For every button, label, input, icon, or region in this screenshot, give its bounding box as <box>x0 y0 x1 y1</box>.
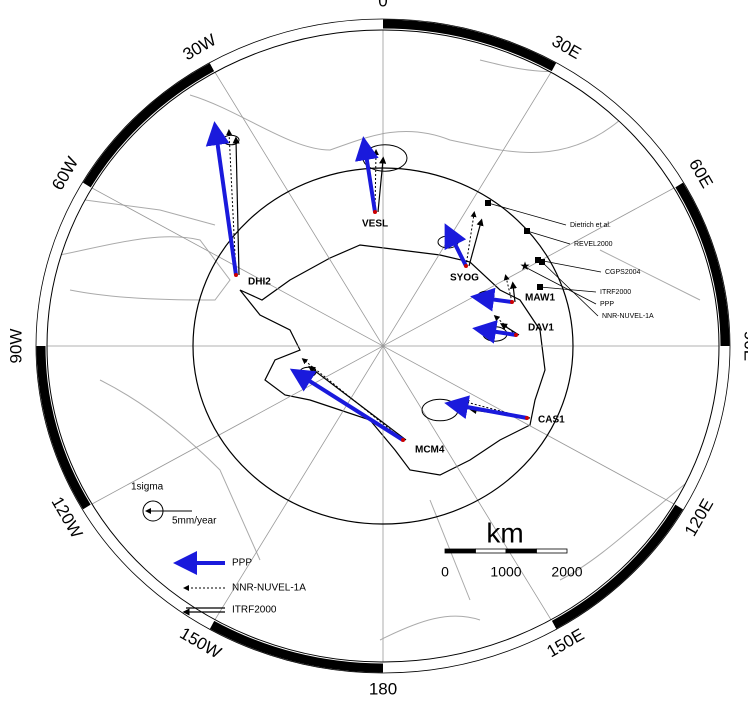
longitude-label: 180 <box>369 679 397 698</box>
scale-segment <box>536 548 568 554</box>
sigma-label: 1sigma <box>131 482 164 493</box>
scale-tick-label: 0 <box>441 564 449 580</box>
meridian <box>214 72 552 620</box>
scale-segment <box>475 548 507 554</box>
ppp-arrow <box>354 136 379 213</box>
station <box>401 438 405 442</box>
pole-leader <box>524 266 597 305</box>
pole-leader <box>526 230 571 245</box>
longitude-label: 0 <box>378 0 387 10</box>
scale-tick-label: 1000 <box>490 564 521 580</box>
itrf-arrow <box>232 136 240 276</box>
nnr-arrow <box>463 399 528 419</box>
station-label: SYOG <box>450 273 479 284</box>
ring-segment <box>382 620 557 673</box>
error-ellipse <box>421 398 459 422</box>
station-label: DAV1 <box>528 323 554 334</box>
station-label: MCM4 <box>415 445 445 456</box>
background-coastlines <box>59 59 701 641</box>
ppp-arrow <box>472 319 517 344</box>
ring-segment <box>82 63 215 188</box>
longitude-label: 90E <box>741 331 748 361</box>
ppp-arrow <box>289 368 405 442</box>
pole-star: ★ <box>520 259 531 273</box>
latitude-circle <box>192 167 574 525</box>
legend-label: NNR-NUVEL-1A <box>232 583 306 594</box>
scale-tick-label: 2000 <box>551 564 582 580</box>
longitude-label: 30W <box>180 30 220 64</box>
legend-label: ITRF2000 <box>232 605 277 616</box>
station <box>514 333 518 337</box>
ring-segment <box>551 504 684 629</box>
ring-segment <box>675 182 730 347</box>
antarctica-coast <box>239 244 546 476</box>
nnr-arrow <box>493 314 517 336</box>
ppp-arrow <box>444 223 468 267</box>
legend-label: PPP <box>232 558 252 569</box>
graticule <box>47 30 719 662</box>
nnr-arrow <box>465 211 477 267</box>
scale-unit: km <box>486 517 523 548</box>
itrf-arrow <box>509 281 517 303</box>
station-label: VESL <box>362 219 388 230</box>
station-label: CAS1 <box>538 415 565 426</box>
ring-segment <box>551 63 684 188</box>
ring-segment <box>82 504 215 629</box>
station <box>510 300 514 304</box>
longitude-label: 60W <box>48 154 82 194</box>
ring-segment <box>382 19 557 72</box>
pole-leader <box>541 261 599 317</box>
nnr-arrow <box>503 274 513 303</box>
pole-label: ITRF2000 <box>600 289 631 296</box>
velocity-label: 5mm/year <box>172 516 217 527</box>
pole-leader <box>537 259 602 273</box>
longitude-label: 60E <box>685 156 717 192</box>
map-border <box>46 29 720 663</box>
ppp-arrow <box>470 287 513 312</box>
station-label: MAW1 <box>525 293 555 304</box>
longitude-label: 90W <box>6 329 25 364</box>
border-ring <box>35 18 731 674</box>
ring-segment <box>209 19 384 72</box>
ring-segment <box>36 182 91 347</box>
nnr-arrow <box>301 358 404 441</box>
station-label: DHI2 <box>248 277 271 288</box>
pole-label: REVEL2000 <box>574 241 613 248</box>
itrf-arrow <box>377 156 387 213</box>
station <box>464 264 468 268</box>
station <box>373 210 377 214</box>
station <box>234 273 238 277</box>
ring-segment <box>36 345 91 510</box>
scale-segment <box>444 548 476 554</box>
longitude-label: 30E <box>549 31 585 63</box>
ppp-arrow <box>444 395 528 420</box>
ring-segment <box>675 345 730 510</box>
station <box>525 416 529 420</box>
pole-label: CGPS2004 <box>605 269 641 276</box>
scale-segment <box>505 548 537 554</box>
pole-leader <box>487 202 567 226</box>
pole-label: PPP <box>600 301 614 308</box>
velocity-arrows: ★ <box>142 121 602 616</box>
pole-label: Dietrich et al. <box>570 222 611 229</box>
ring-segment <box>209 620 384 673</box>
ppp-arrow <box>205 121 238 276</box>
pole-label: NNR-NUVEL-1A <box>602 313 654 320</box>
itrf-arrow <box>468 218 484 267</box>
ring-outline <box>35 18 731 674</box>
